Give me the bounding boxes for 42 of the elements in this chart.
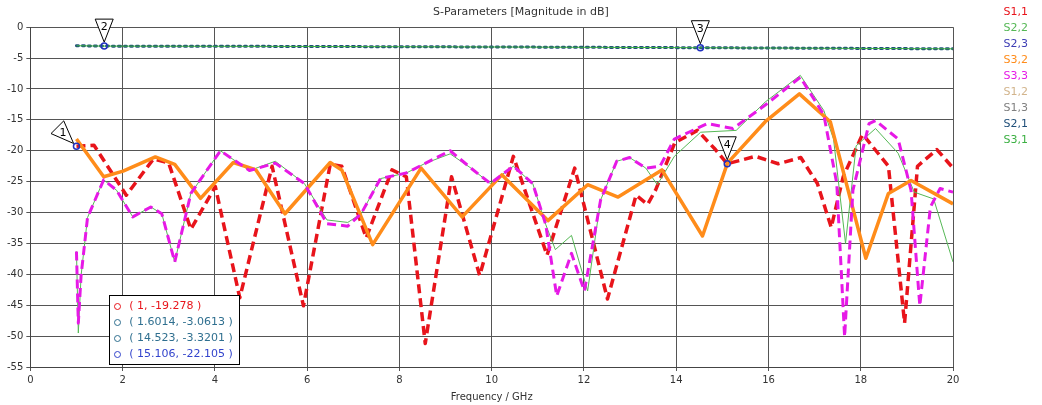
x-tick-label: 20	[946, 373, 960, 385]
x-tick-label: 8	[396, 373, 403, 385]
legend-label: S1,3	[1003, 101, 1029, 115]
text: S2,2	[1003, 21, 1029, 35]
x-tick-label: 4	[211, 373, 219, 385]
annotation: ( 1.6014, -3.0613 )	[129, 315, 233, 328]
y-tick-label: 0	[16, 20, 24, 32]
annotation: 1	[59, 125, 67, 139]
text: S3,1	[1003, 133, 1029, 147]
y-tick-label: -50	[6, 329, 24, 341]
legend-label: S1,2	[1003, 85, 1029, 99]
text: S1,1	[1003, 5, 1029, 19]
annotation: 4	[723, 137, 731, 151]
y-tick-label: -35	[6, 237, 24, 249]
annotation: 2	[100, 19, 108, 33]
y-tick-label: -10	[6, 82, 24, 94]
annotation: ( 15.106, -22.105 )	[129, 347, 233, 360]
x-tick-label: 12	[577, 373, 591, 385]
y-tick-label: -45	[6, 298, 24, 310]
x-tick-label: 0	[27, 373, 34, 385]
x-tick-label: 2	[119, 373, 126, 385]
annotation: ( 14.523, -3.3201 )	[129, 331, 233, 344]
x-tick-label: 6	[303, 373, 311, 385]
text: S3,3	[1003, 69, 1029, 83]
y-tick-label: -55	[6, 360, 24, 372]
annotation: ( 1, -19.278 )	[129, 299, 202, 312]
y-tick-label: -40	[6, 267, 24, 279]
text: S3,2	[1003, 53, 1029, 67]
text: S2,1	[1003, 117, 1029, 131]
x-tick-label: 18	[854, 373, 868, 385]
x-axis-title: Frequency / GHz	[450, 390, 533, 402]
y-tick-label: -30	[6, 206, 24, 218]
chart-title: S-Parameters [Magnitude in dB]	[433, 5, 609, 19]
annotation: 3	[696, 21, 704, 35]
y-tick-label: -15	[6, 113, 24, 125]
y-tick-label: -25	[6, 175, 24, 187]
x-tick-label: 14	[669, 373, 683, 385]
legend-label: S2,3	[1003, 37, 1029, 51]
x-tick-label: 16	[762, 373, 775, 385]
y-tick-label: -20	[6, 144, 24, 156]
y-tick-label: -5	[13, 51, 24, 63]
x-tick-label: 10	[485, 373, 499, 385]
